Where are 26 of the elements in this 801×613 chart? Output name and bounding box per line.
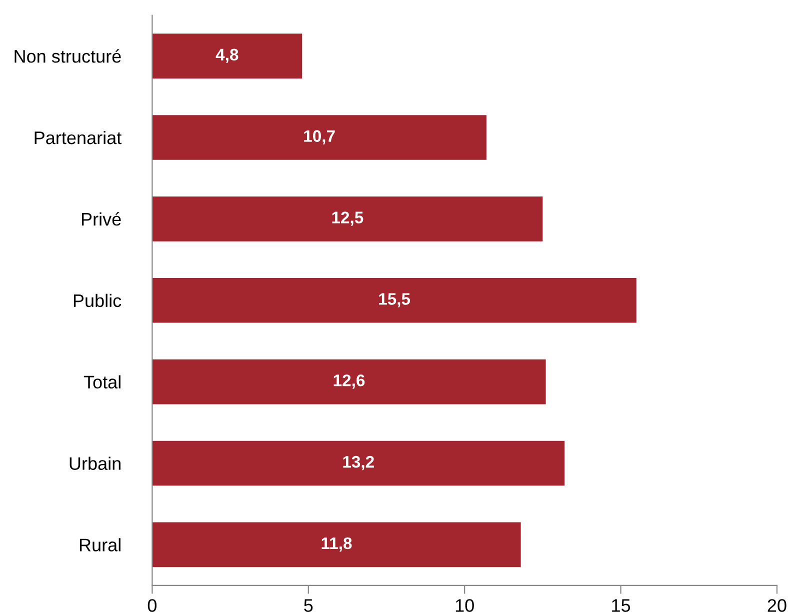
bar xyxy=(152,359,546,404)
bar xyxy=(152,278,636,323)
y-tick-label: Total xyxy=(84,375,120,389)
x-tick-label: 15 xyxy=(612,599,630,612)
data-label: 4,8 xyxy=(216,48,238,63)
data-label: 15,5 xyxy=(379,293,410,308)
bar xyxy=(152,522,521,568)
data-label: 10,7 xyxy=(304,130,335,144)
bar xyxy=(152,440,565,486)
y-tick-label: Partenariat xyxy=(34,130,122,144)
bar xyxy=(152,196,543,242)
y-tick-label: Public xyxy=(74,294,122,308)
x-tick-label: 5 xyxy=(304,599,313,612)
x-tick-label: 20 xyxy=(768,599,786,612)
data-label: 13,2 xyxy=(343,456,374,470)
data-label: 12,5 xyxy=(332,212,364,226)
data-label: 11,8 xyxy=(322,537,352,552)
x-tick-label: 10 xyxy=(456,599,474,612)
y-tick-label: Rural xyxy=(80,538,120,552)
x-tick-label: 0 xyxy=(148,599,157,612)
y-tick-label: Urbain xyxy=(70,456,120,470)
bar xyxy=(152,34,302,78)
y-tick-label: Privé xyxy=(82,212,121,226)
data-label: 12,6 xyxy=(334,374,365,389)
y-tick-label: Non structuré xyxy=(14,49,121,63)
bar xyxy=(152,115,486,160)
